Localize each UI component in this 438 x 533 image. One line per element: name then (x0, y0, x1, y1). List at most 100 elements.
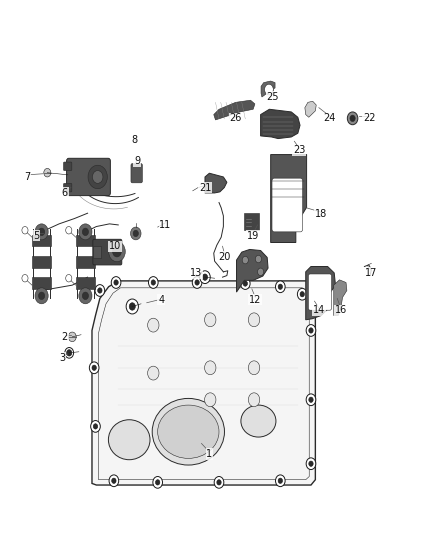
Circle shape (91, 421, 100, 432)
Text: 6: 6 (62, 188, 68, 198)
FancyBboxPatch shape (76, 277, 95, 289)
Circle shape (300, 292, 304, 297)
Polygon shape (271, 155, 307, 243)
Polygon shape (92, 281, 315, 485)
Circle shape (350, 115, 355, 122)
Circle shape (82, 228, 88, 236)
Circle shape (113, 246, 121, 257)
Circle shape (248, 313, 260, 327)
Text: 4: 4 (158, 295, 164, 304)
Circle shape (347, 112, 358, 125)
Circle shape (195, 280, 199, 285)
Circle shape (92, 171, 103, 183)
Circle shape (109, 475, 119, 487)
Circle shape (92, 365, 96, 370)
FancyBboxPatch shape (76, 235, 95, 246)
FancyBboxPatch shape (64, 162, 72, 171)
Circle shape (68, 332, 76, 342)
Circle shape (66, 227, 72, 234)
Text: 3: 3 (60, 353, 66, 363)
FancyBboxPatch shape (93, 239, 122, 265)
Ellipse shape (158, 405, 219, 458)
FancyBboxPatch shape (76, 256, 95, 268)
Text: 1: 1 (206, 449, 212, 459)
Polygon shape (306, 266, 336, 320)
Text: 23: 23 (293, 146, 305, 155)
Circle shape (248, 361, 260, 375)
Circle shape (205, 313, 216, 327)
Circle shape (65, 348, 74, 358)
Polygon shape (214, 100, 255, 120)
Circle shape (306, 325, 316, 336)
Circle shape (243, 281, 247, 286)
Circle shape (66, 274, 72, 282)
Circle shape (297, 288, 307, 300)
FancyBboxPatch shape (93, 246, 101, 258)
Circle shape (148, 277, 158, 288)
Circle shape (278, 284, 283, 289)
Text: 17: 17 (365, 268, 378, 278)
Polygon shape (205, 173, 227, 193)
Circle shape (205, 361, 216, 375)
Text: 13: 13 (190, 268, 202, 278)
Circle shape (148, 366, 159, 380)
Circle shape (217, 480, 221, 485)
Circle shape (22, 227, 28, 234)
Circle shape (276, 475, 285, 487)
Circle shape (88, 165, 107, 189)
Circle shape (35, 224, 48, 240)
Circle shape (79, 288, 92, 304)
FancyBboxPatch shape (32, 235, 51, 246)
Circle shape (112, 478, 116, 483)
Circle shape (265, 84, 273, 95)
FancyBboxPatch shape (308, 274, 332, 310)
Circle shape (242, 256, 248, 264)
Circle shape (276, 281, 285, 293)
Polygon shape (334, 280, 347, 316)
Circle shape (306, 394, 316, 406)
Circle shape (79, 224, 92, 240)
Ellipse shape (152, 399, 225, 465)
Text: 24: 24 (324, 114, 336, 123)
Text: 25: 25 (267, 92, 279, 102)
Ellipse shape (108, 420, 150, 459)
Ellipse shape (241, 405, 276, 437)
Circle shape (114, 280, 118, 285)
Text: 22: 22 (363, 114, 375, 123)
Text: 10: 10 (109, 241, 121, 251)
Polygon shape (261, 81, 275, 97)
Text: 2: 2 (62, 332, 68, 342)
Polygon shape (237, 249, 268, 292)
Circle shape (133, 230, 138, 237)
Text: 5: 5 (33, 231, 39, 240)
Circle shape (126, 299, 138, 314)
Circle shape (109, 241, 125, 262)
Text: 11: 11 (159, 220, 172, 230)
Circle shape (93, 424, 98, 429)
Circle shape (155, 480, 160, 485)
Circle shape (255, 255, 261, 263)
Text: 7: 7 (25, 172, 31, 182)
Circle shape (89, 362, 99, 374)
Circle shape (82, 292, 88, 300)
Text: 9: 9 (134, 156, 140, 166)
Circle shape (192, 277, 202, 288)
Circle shape (205, 393, 216, 407)
Text: 14: 14 (313, 305, 325, 315)
Circle shape (200, 271, 210, 284)
Circle shape (240, 278, 250, 289)
Text: 18: 18 (315, 209, 327, 219)
Circle shape (309, 397, 313, 402)
Circle shape (131, 227, 141, 240)
Text: 26: 26 (230, 114, 242, 123)
Circle shape (151, 280, 155, 285)
FancyBboxPatch shape (64, 183, 72, 192)
Circle shape (153, 477, 162, 488)
FancyBboxPatch shape (272, 178, 303, 232)
FancyBboxPatch shape (32, 277, 51, 289)
Polygon shape (261, 109, 300, 139)
Circle shape (111, 277, 121, 288)
Polygon shape (305, 101, 316, 117)
Text: 12: 12 (249, 295, 261, 304)
Circle shape (202, 274, 208, 280)
